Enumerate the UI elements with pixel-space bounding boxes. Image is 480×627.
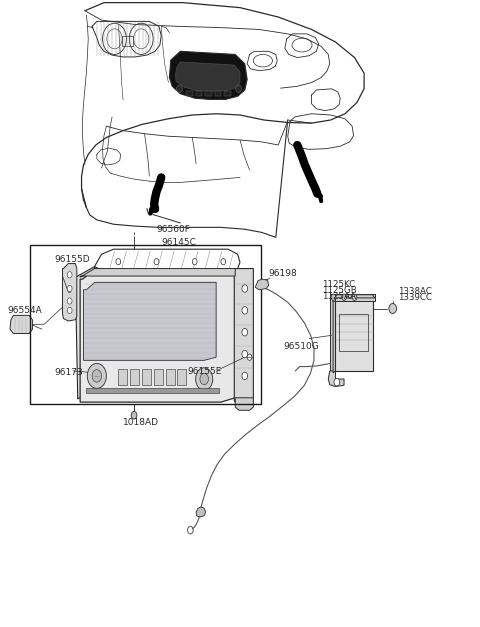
Circle shape xyxy=(242,350,248,358)
Circle shape xyxy=(67,285,72,292)
Circle shape xyxy=(200,374,208,384)
Circle shape xyxy=(196,368,213,390)
Text: 96145C: 96145C xyxy=(161,238,196,246)
Bar xyxy=(330,293,375,301)
Polygon shape xyxy=(196,507,205,517)
Circle shape xyxy=(116,258,120,265)
Text: 96554A: 96554A xyxy=(7,306,42,315)
Circle shape xyxy=(236,85,241,93)
Bar xyxy=(330,293,336,371)
Polygon shape xyxy=(234,268,253,402)
Text: 96560F: 96560F xyxy=(156,225,191,234)
Polygon shape xyxy=(333,295,336,373)
Polygon shape xyxy=(333,295,374,300)
Polygon shape xyxy=(328,371,344,386)
Polygon shape xyxy=(255,279,269,290)
Bar xyxy=(196,92,202,96)
Circle shape xyxy=(242,372,248,380)
Circle shape xyxy=(67,271,72,278)
Circle shape xyxy=(389,303,396,314)
Polygon shape xyxy=(176,62,240,92)
Bar xyxy=(177,369,186,384)
Text: 96173: 96173 xyxy=(55,368,84,377)
Bar xyxy=(121,36,133,46)
Text: 96510G: 96510G xyxy=(283,342,319,350)
Bar xyxy=(86,388,219,393)
Polygon shape xyxy=(62,263,77,321)
Bar xyxy=(30,245,262,404)
Bar xyxy=(215,92,221,96)
Bar xyxy=(339,314,368,351)
Text: 1338AC: 1338AC xyxy=(398,287,432,296)
Circle shape xyxy=(92,370,102,382)
Bar xyxy=(186,92,193,96)
Circle shape xyxy=(242,307,248,314)
Bar xyxy=(118,369,127,384)
Circle shape xyxy=(177,85,182,93)
Text: 1125AA: 1125AA xyxy=(322,292,356,301)
Circle shape xyxy=(221,258,226,265)
Polygon shape xyxy=(75,266,95,399)
Circle shape xyxy=(352,294,357,300)
Text: 1339CC: 1339CC xyxy=(398,293,432,302)
Bar xyxy=(205,92,212,96)
Circle shape xyxy=(192,258,197,265)
Circle shape xyxy=(154,258,159,265)
Circle shape xyxy=(334,379,340,386)
Polygon shape xyxy=(84,282,216,361)
Circle shape xyxy=(67,298,72,304)
Circle shape xyxy=(242,285,248,292)
Text: 1018AD: 1018AD xyxy=(123,418,159,427)
Text: 96155D: 96155D xyxy=(55,255,90,263)
Circle shape xyxy=(331,294,336,300)
Bar xyxy=(130,369,139,384)
Bar xyxy=(166,369,175,384)
Polygon shape xyxy=(169,51,247,100)
Circle shape xyxy=(342,294,347,300)
Polygon shape xyxy=(10,315,33,334)
Text: 96155E: 96155E xyxy=(188,367,222,376)
Text: 96198: 96198 xyxy=(269,269,298,278)
Polygon shape xyxy=(80,270,235,402)
Text: 1125GB: 1125GB xyxy=(322,286,357,295)
Bar xyxy=(142,369,151,384)
Circle shape xyxy=(87,364,107,388)
Bar xyxy=(336,295,372,371)
Text: 1125KC: 1125KC xyxy=(322,280,355,288)
Circle shape xyxy=(67,307,72,314)
Circle shape xyxy=(242,329,248,336)
Polygon shape xyxy=(80,268,235,277)
Polygon shape xyxy=(235,398,253,410)
Circle shape xyxy=(131,411,137,419)
Circle shape xyxy=(247,354,252,361)
Bar xyxy=(154,369,163,384)
Bar xyxy=(224,92,231,96)
